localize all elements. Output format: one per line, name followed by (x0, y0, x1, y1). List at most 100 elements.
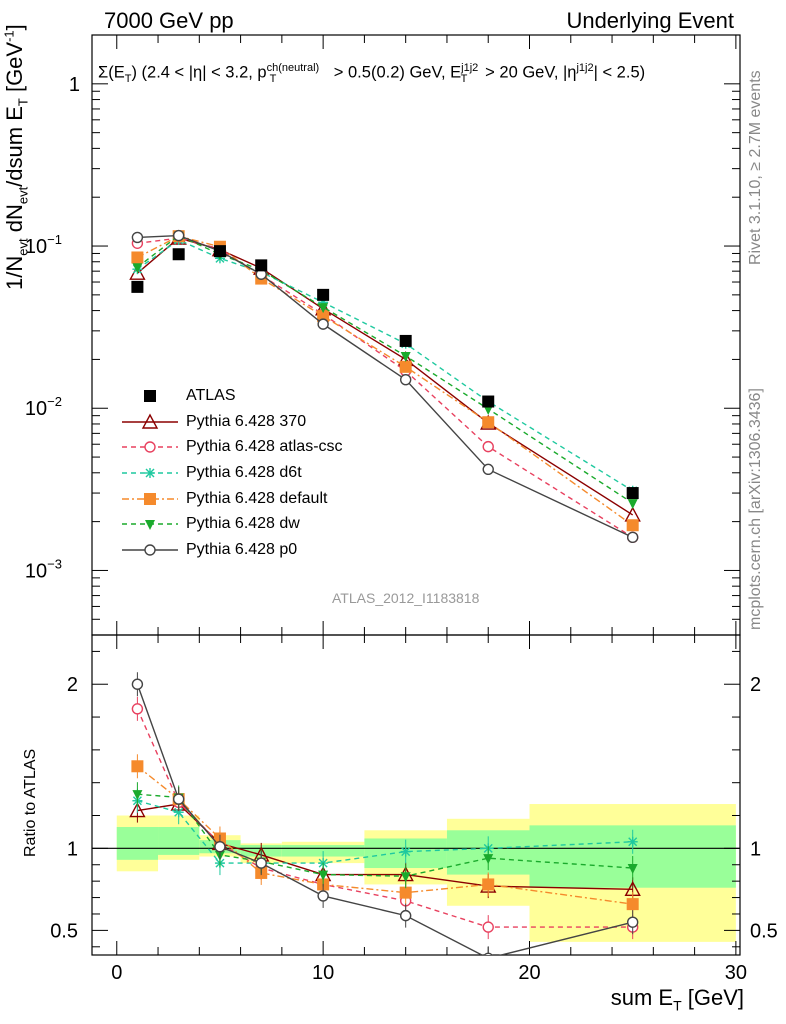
x-axis-label: sum ET [GeV] (610, 985, 744, 1014)
data-point (317, 310, 330, 323)
ratio-point (214, 840, 226, 853)
data-point (318, 303, 329, 314)
legend-point (144, 492, 156, 505)
ratio-point (400, 872, 411, 883)
ratio-point (129, 802, 146, 818)
rivet-version-label: Rivet 3.1.10, ≥ 2.7M events (747, 70, 764, 265)
legend-marker (122, 467, 178, 478)
header-process-label: Underlying Event (566, 8, 734, 33)
y-axis-label: 1/Nevt dNevt/dsum ET [GeV-1] (2, 24, 31, 290)
data-point (132, 263, 143, 274)
ratio-line-4 (136, 765, 633, 905)
legend-marker (144, 389, 156, 402)
ratio-point (400, 846, 411, 857)
ratio-frame (91, 634, 741, 956)
star-stroke (628, 837, 638, 847)
ratio-axis-label: Ratio to ATLAS (22, 748, 39, 857)
legend: ATLAS Pythia 6.428 370 Pythia 6.428 atla… (120, 383, 343, 563)
mcplots-source-label: mcplots.cern.ch [arXiv:1306.3436] (747, 388, 764, 630)
legend-marker (122, 492, 178, 505)
ratio-band-green (158, 827, 200, 855)
legend-marker (122, 413, 178, 429)
ratio-point (626, 916, 639, 928)
ratio-line-3 (137, 800, 633, 864)
ratio-point (172, 793, 185, 805)
ratio-point (131, 703, 144, 715)
legend-point (144, 441, 156, 453)
data-point (627, 499, 638, 510)
main-series (129, 229, 641, 544)
data-point (482, 463, 494, 476)
star-stroke (145, 468, 155, 478)
data-point (482, 416, 495, 429)
series-line-3 (136, 239, 634, 492)
legend-marker (122, 441, 178, 453)
ratio-point (318, 870, 329, 881)
data-point (317, 318, 329, 330)
star-stroke (174, 807, 184, 817)
data-point (399, 373, 412, 386)
legend-entry-370: Pythia 6.428 370 (120, 409, 343, 435)
x-tick-label: 30 (725, 962, 747, 984)
ratio-line-5 (137, 793, 633, 877)
y-tick-label: 10−2 (25, 394, 62, 420)
ratio-point (399, 886, 412, 899)
x-tick-label: 10 (312, 962, 334, 984)
legend-label: Pythia 6.428 default (186, 489, 328, 507)
legend-label: Pythia 6.428 370 (186, 412, 307, 430)
data-point (626, 531, 639, 544)
ratio-tick-label-right: 0.5 (750, 920, 778, 942)
ratio-line-6 (136, 683, 633, 955)
legend-point (145, 520, 155, 531)
series-line-4 (137, 235, 634, 526)
series-line-6 (137, 234, 633, 538)
ratio-point (483, 952, 493, 955)
legend-point (145, 467, 155, 478)
ratio-series (129, 672, 641, 955)
x-tick-label: 0 (111, 962, 122, 984)
ratio-point (482, 921, 494, 933)
series-line-2 (137, 237, 634, 538)
legend-label: Pythia 6.428 p0 (186, 540, 298, 558)
selection-cuts: Σ(ET) (2.4 < |η| < 3.2, pch(neutral)T > … (98, 62, 646, 85)
series-line-5 (136, 234, 634, 504)
ratio-tick-label: 1 (67, 838, 78, 860)
data-point (131, 231, 144, 244)
atlas-data-point (172, 248, 185, 261)
legend-marker (122, 520, 178, 531)
legend-entry-default: Pythia 6.428 default (120, 486, 343, 512)
y-tick-label: 1 (69, 74, 80, 96)
star-stroke (401, 847, 411, 857)
data-point (172, 229, 185, 242)
y-tick-label: 10−1 (25, 232, 62, 258)
legend-marker (122, 544, 178, 556)
data-point (482, 440, 494, 453)
legend-entry-dw: Pythia 6.428 dw (120, 511, 343, 537)
data-point (626, 519, 639, 532)
data-point (131, 251, 144, 264)
ratio-point (131, 760, 144, 773)
legend-point (141, 413, 159, 429)
ratio-band-green (116, 827, 159, 860)
ratio-tick-label-right: 2 (750, 674, 761, 696)
ratio-point (626, 898, 639, 911)
atlas-data-point (399, 334, 412, 347)
ratio-point (132, 790, 143, 801)
legend-point (144, 389, 156, 402)
legend-entry-p0: Pythia 6.428 p0 (120, 537, 343, 563)
ratio-point (482, 878, 495, 891)
atlas-data-point (482, 395, 495, 408)
data-point (400, 351, 411, 362)
ratio-tick-label-right: 1 (750, 838, 761, 860)
header-energy-label: 7000 GeV pp (104, 8, 234, 33)
ratio-tick-label: 2 (67, 674, 78, 696)
ratio-point (627, 836, 638, 847)
legend-entry-d6t: Pythia 6.428 d6t (120, 460, 343, 486)
legend-point (144, 544, 156, 556)
ratio-tick-label: 0.5 (50, 920, 78, 942)
ratio-point (255, 857, 267, 869)
x-tick-label: 20 (518, 962, 540, 984)
atlas-data-point (255, 259, 268, 272)
atlas-data-point (131, 280, 144, 293)
